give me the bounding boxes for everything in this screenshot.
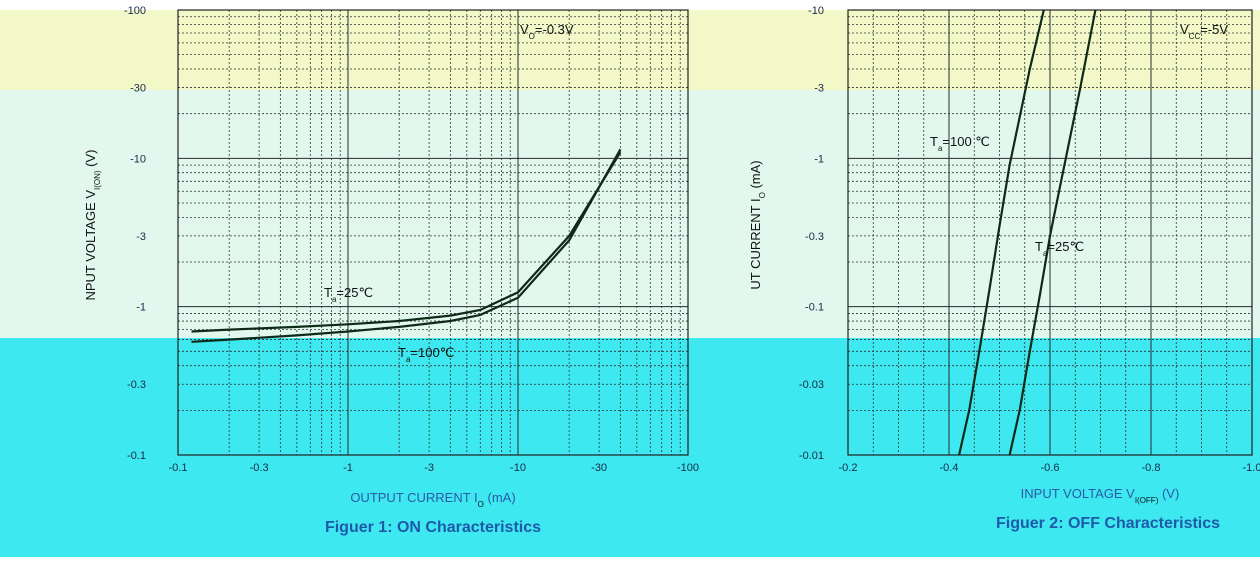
x-tick-label: -1 (343, 462, 353, 474)
chart-on-characteristics: -0.1 -0.3 -1 -3 -10 -30 -100 -100 -30 -10 -3 -1 -0.3… (83, 5, 699, 536)
x-axis-label: OUTPUT CURRENT IO (mA) (350, 490, 515, 509)
x-tick-label: -0.1 (169, 462, 188, 474)
y-axis-label: UT CURRENT IO (mA) (748, 160, 767, 289)
x-tick-label: -0.8 (1142, 462, 1161, 474)
series-label-25c: Ta=25℃ (324, 285, 373, 304)
x-tick-label: -0.4 (940, 462, 959, 474)
x-tick-label: -10 (510, 462, 526, 474)
y-tick-label: -3 (136, 231, 146, 243)
chart-off-characteristics: -0.2 -0.4 -0.6 -0.8 -1.0 -10 -3 -1 -0.3 -0.1 -0.03… (748, 5, 1260, 532)
series-label-100c: Ta=100 ℃ (930, 134, 990, 153)
series-label-100c: Ta=100℃ (398, 345, 454, 364)
y-tick-label: -0.3 (805, 231, 824, 243)
y-tick-label: -0.1 (805, 302, 824, 314)
y-tick-label: -10 (130, 153, 146, 165)
x-tick-label: -0.6 (1041, 462, 1060, 474)
series-line-0 (958, 10, 1045, 455)
y-tick-label: -0.03 (799, 379, 824, 391)
x-tick-label: -0.3 (250, 462, 269, 474)
y-tick-label: -0.1 (127, 450, 146, 462)
y-axis-label: NPUT VOLTAGE VI(ON) (V) (83, 149, 102, 300)
x-axis-label: INPUT VOLTAGE VI(OFF) (V) (1021, 486, 1180, 505)
series-line-1 (1008, 10, 1097, 455)
plot-frame (847, 9, 1253, 456)
x-tick-label: -0.2 (839, 462, 858, 474)
condition-label: VCC=-5V (1180, 22, 1228, 41)
chart-title: Figuer 1: ON Characteristics (325, 519, 541, 536)
y-tick-label: -30 (130, 83, 146, 95)
chart-title: Figuer 2: OFF Characteristics (996, 515, 1220, 532)
y-tick-label: -100 (124, 5, 146, 17)
y-tick-label: -1 (814, 153, 824, 165)
series-line-1 (191, 148, 622, 343)
y-tick-label: -0.3 (127, 379, 146, 391)
series-label-25c: Ta=25℃ (1035, 239, 1084, 258)
y-tick-label: -10 (808, 5, 824, 17)
y-tick-label: -0.01 (799, 450, 824, 462)
y-tick-label: -1 (136, 302, 146, 314)
x-tick-label: -100 (677, 462, 699, 474)
y-tick-label: -3 (814, 83, 824, 95)
x-tick-label: -3 (424, 462, 434, 474)
band-top (0, 10, 1260, 90)
condition-label: VO=-0.3V (520, 22, 574, 41)
plot-frame (177, 9, 689, 456)
band-middle (0, 90, 1260, 338)
x-tick-label: -30 (591, 462, 607, 474)
x-tick-label: -1.0 (1243, 462, 1260, 474)
series-line-0 (191, 151, 622, 333)
